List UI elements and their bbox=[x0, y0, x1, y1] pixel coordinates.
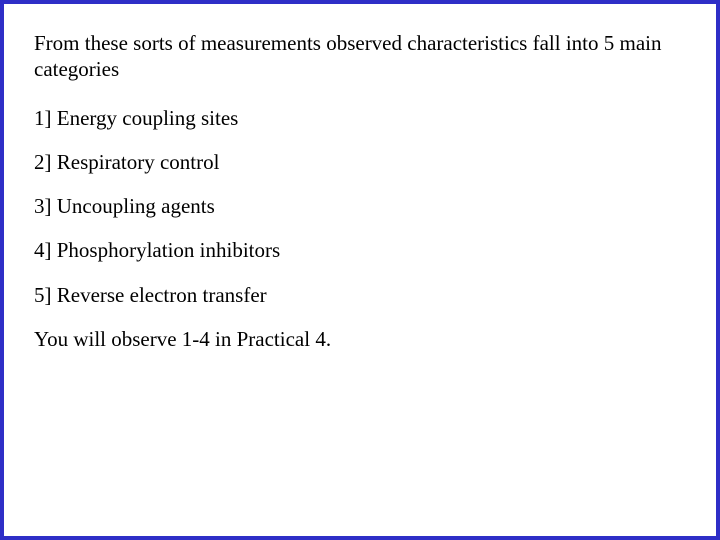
list-item-1: 1] Energy coupling sites bbox=[34, 105, 686, 131]
list-item-5: 5] Reverse electron transfer bbox=[34, 282, 686, 308]
list-item-2: 2] Respiratory control bbox=[34, 149, 686, 175]
list-item-3: 3] Uncoupling agents bbox=[34, 193, 686, 219]
closing-paragraph: You will observe 1-4 in Practical 4. bbox=[34, 326, 686, 352]
list-item-4: 4] Phosphorylation inhibitors bbox=[34, 237, 686, 263]
slide-frame: From these sorts of measurements observe… bbox=[0, 0, 720, 540]
intro-paragraph: From these sorts of measurements observe… bbox=[34, 30, 686, 83]
